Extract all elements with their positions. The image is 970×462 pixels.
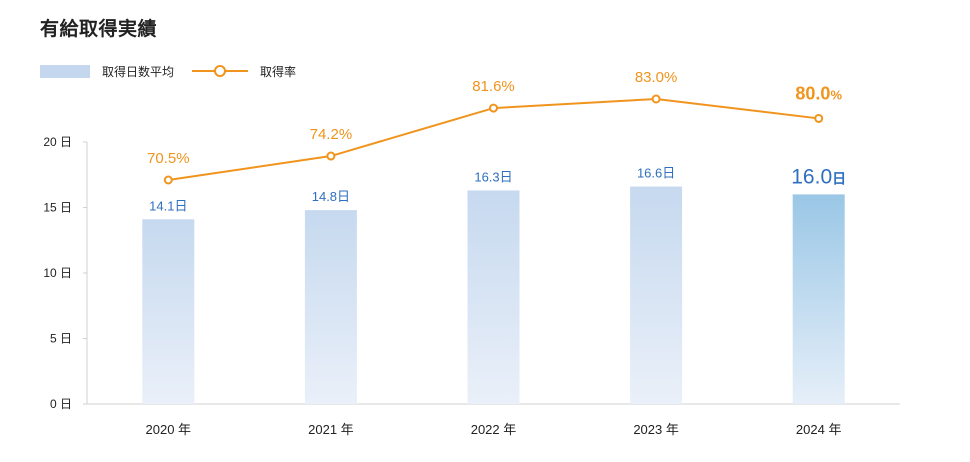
x-tick-label: 2021 年 — [308, 422, 354, 437]
legend: 取得日数平均 取得率 — [40, 62, 296, 80]
x-tick-label: 2024 年 — [796, 422, 842, 437]
bar-value-label: 16.0日 — [791, 165, 846, 188]
bar — [142, 219, 195, 404]
rate-point — [326, 151, 336, 161]
bar — [792, 194, 845, 404]
bar — [630, 186, 683, 404]
y-tick-label: 20 日 — [43, 135, 72, 149]
rate-value-label: 80.0% — [795, 83, 842, 103]
y-tick-label: 15 日 — [43, 201, 72, 215]
legend-bar-swatch — [40, 64, 90, 78]
x-tick-label: 2023 年 — [633, 422, 679, 437]
rate-point — [651, 94, 661, 104]
bar-value-label: 14.8日 — [312, 189, 350, 204]
rate-value-label: 70.5% — [147, 150, 190, 167]
bar — [467, 190, 520, 404]
rate-value-label: 74.2% — [310, 126, 353, 143]
legend-line-label: 取得率 — [260, 64, 297, 79]
bar — [304, 210, 357, 404]
rate-value-label: 83.0% — [635, 69, 678, 86]
y-tick-label: 0 日 — [50, 397, 72, 411]
rate-value-label: 81.6% — [472, 78, 515, 95]
y-tick-label: 5 日 — [50, 332, 72, 346]
legend-line-swatch — [192, 64, 249, 78]
rate-point — [814, 113, 824, 123]
x-tick-label: 2022 年 — [471, 422, 517, 437]
bar-value-label: 16.3日 — [474, 169, 512, 184]
x-tick-label: 2020 年 — [146, 422, 192, 437]
bar-value-label: 14.1日 — [149, 198, 187, 213]
legend-bar-label: 取得日数平均 — [102, 64, 175, 79]
y-tick-label: 10 日 — [43, 266, 72, 280]
rate-point — [489, 103, 498, 113]
rate-point — [163, 175, 173, 185]
chart-title: 有給取得実績 — [40, 19, 158, 40]
bar-value-label: 16.6日 — [637, 166, 675, 181]
